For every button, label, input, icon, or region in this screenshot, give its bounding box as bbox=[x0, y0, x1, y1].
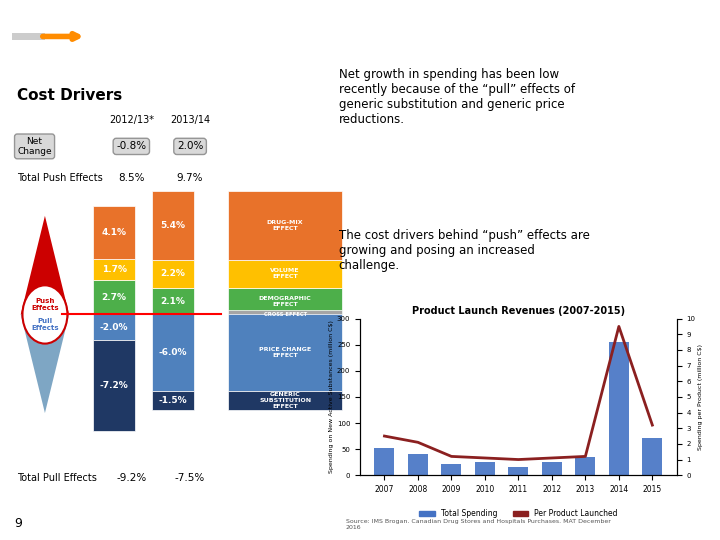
Text: What’s Changed?: What’s Changed? bbox=[211, 21, 509, 50]
Text: PRICE CHANGE
EFFECT: PRICE CHANGE EFFECT bbox=[259, 347, 311, 358]
Text: CROSS EFFECT: CROSS EFFECT bbox=[264, 312, 307, 317]
Text: 1.7%: 1.7% bbox=[102, 265, 127, 274]
Text: 9.7%: 9.7% bbox=[177, 173, 203, 183]
Bar bbox=[441, 464, 462, 475]
Text: Cost Drivers: Cost Drivers bbox=[17, 88, 122, 103]
Text: 2.2%: 2.2% bbox=[161, 269, 185, 278]
Bar bbox=[94, 340, 135, 431]
Bar bbox=[228, 191, 342, 260]
Text: 5.4%: 5.4% bbox=[161, 221, 185, 230]
Text: Pull
Effects: Pull Effects bbox=[31, 318, 59, 331]
Text: DEMOGRAPHIC
EFFECT: DEMOGRAPHIC EFFECT bbox=[258, 296, 312, 307]
Bar bbox=[508, 467, 528, 475]
Text: Source: IMS Brogan. Canadian Drug Stores and Hospitals Purchases. MAT December
2: Source: IMS Brogan. Canadian Drug Stores… bbox=[346, 519, 611, 530]
Text: 2.1%: 2.1% bbox=[161, 296, 185, 306]
Y-axis label: Spending on New Active Substances (million C$): Spending on New Active Substances (milli… bbox=[329, 320, 334, 474]
Bar bbox=[228, 391, 342, 410]
Bar bbox=[152, 288, 194, 314]
Text: -2.0%: -2.0% bbox=[100, 323, 128, 332]
Text: 9: 9 bbox=[14, 517, 22, 530]
Bar bbox=[475, 462, 495, 475]
Bar bbox=[228, 260, 342, 288]
Bar bbox=[12, 33, 45, 39]
Text: 2.7%: 2.7% bbox=[102, 293, 127, 302]
Text: 2012/13*: 2012/13* bbox=[109, 115, 154, 125]
Bar bbox=[542, 462, 562, 475]
Bar bbox=[94, 314, 135, 340]
Title: Product Launch Revenues (2007-2015): Product Launch Revenues (2007-2015) bbox=[412, 306, 625, 316]
Bar bbox=[152, 391, 194, 410]
Bar bbox=[408, 454, 428, 475]
Bar bbox=[94, 280, 135, 314]
Text: DRUG-MIX
EFFECT: DRUG-MIX EFFECT bbox=[267, 220, 303, 231]
Polygon shape bbox=[21, 216, 69, 314]
Bar bbox=[228, 314, 342, 391]
Bar bbox=[228, 288, 342, 314]
Bar bbox=[228, 309, 342, 319]
Text: -9.2%: -9.2% bbox=[116, 473, 146, 483]
Text: Net growth in spending has been low
recently because of the “pull” effects of
ge: Net growth in spending has been low rece… bbox=[339, 68, 575, 126]
Text: 4.1%: 4.1% bbox=[102, 228, 127, 237]
Text: -0.8%: -0.8% bbox=[116, 141, 146, 151]
Bar bbox=[374, 448, 395, 475]
Text: Total Push Effects: Total Push Effects bbox=[17, 173, 103, 183]
Text: VOLUME
EFFECT: VOLUME EFFECT bbox=[271, 268, 300, 279]
Bar bbox=[152, 191, 194, 260]
Bar bbox=[575, 457, 595, 475]
Text: 2013/14: 2013/14 bbox=[170, 115, 210, 125]
Text: Net
Change: Net Change bbox=[17, 137, 52, 156]
Text: -6.0%: -6.0% bbox=[158, 348, 187, 357]
Bar bbox=[609, 342, 629, 475]
Y-axis label: Spending per Product (million C$): Spending per Product (million C$) bbox=[698, 344, 703, 450]
Circle shape bbox=[22, 285, 68, 343]
Text: GENERIC
SUBSTITUTION
EFFECT: GENERIC SUBSTITUTION EFFECT bbox=[259, 392, 311, 409]
Bar bbox=[94, 206, 135, 259]
Bar bbox=[94, 259, 135, 280]
Text: The cost drivers behind “push” effects are
growing and posing an increased
chall: The cost drivers behind “push” effects a… bbox=[339, 229, 590, 272]
Text: 2.0%: 2.0% bbox=[177, 141, 203, 151]
Polygon shape bbox=[21, 314, 69, 413]
Text: 8.5%: 8.5% bbox=[118, 173, 145, 183]
Text: -7.5%: -7.5% bbox=[175, 473, 205, 483]
Bar bbox=[642, 437, 662, 475]
Text: Total Pull Effects: Total Pull Effects bbox=[17, 473, 97, 483]
Text: Push
Effects: Push Effects bbox=[31, 298, 59, 311]
Bar bbox=[152, 314, 194, 391]
Bar bbox=[152, 260, 194, 288]
Text: -1.5%: -1.5% bbox=[158, 396, 187, 405]
Legend: Total Spending, Per Product Launched: Total Spending, Per Product Launched bbox=[416, 507, 621, 522]
Text: -7.2%: -7.2% bbox=[99, 381, 128, 390]
